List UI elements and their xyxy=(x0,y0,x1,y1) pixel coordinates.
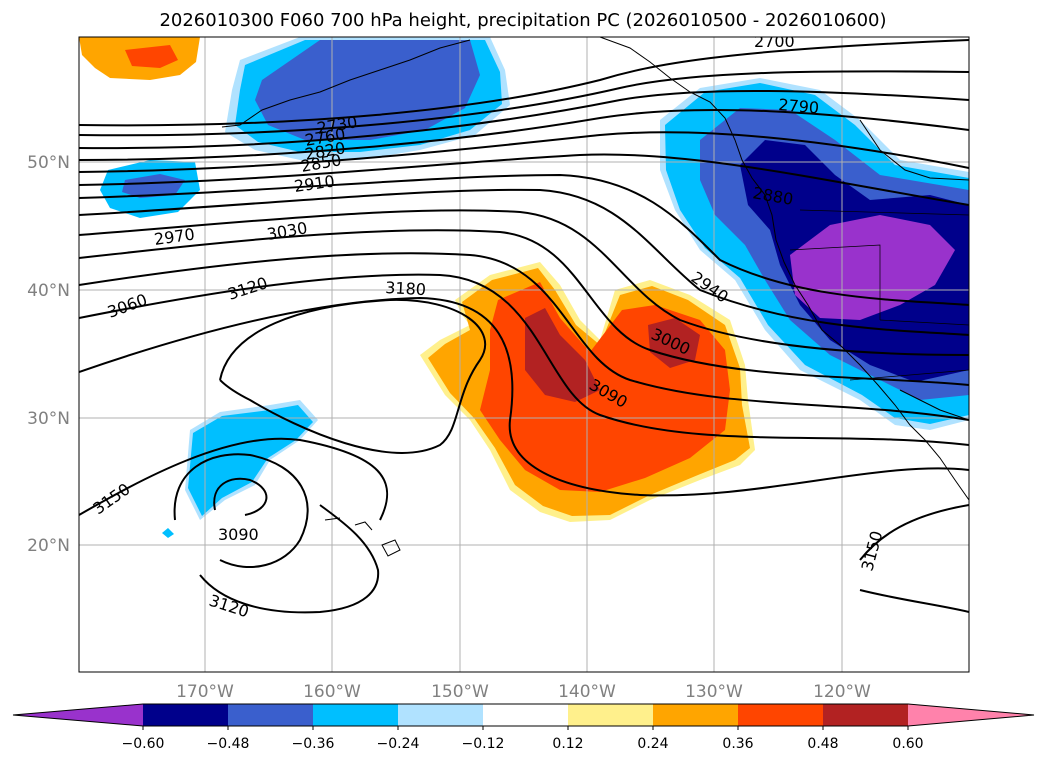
contour-labels: 2700 2790 2730 2760 2820 2850 2880 2910 … xyxy=(89,32,886,621)
colorbar-tick-label: 0.36 xyxy=(722,736,753,752)
graticule xyxy=(79,37,969,672)
colorbar-tick-label: −0.36 xyxy=(292,736,335,752)
lat-label: 20°N xyxy=(27,536,70,556)
colorbar-extend-right xyxy=(908,704,1034,726)
longitude-labels: 170°W 160°W 150°W 140°W 130°W 120°W xyxy=(176,682,871,702)
colorbar-swatch xyxy=(398,704,483,726)
colorbar-swatch xyxy=(823,704,908,726)
height-contours xyxy=(79,39,969,614)
colorbar-tick-label: −0.48 xyxy=(207,736,250,752)
precip-patch-subtrop-darkred-b xyxy=(648,318,700,368)
map-title: 2026010300 F060 700 hPa height, precipit… xyxy=(159,10,886,31)
precip-patch-subtrop-darkred-a xyxy=(525,308,600,402)
colorbar-tick-label: 0.12 xyxy=(552,736,583,752)
colorbar-tick-label: 0.24 xyxy=(637,736,668,752)
plot-frame xyxy=(78,36,970,673)
contour-label: 2790 xyxy=(778,95,820,117)
lon-label: 140°W xyxy=(558,682,616,702)
colorbar-swatch xyxy=(568,704,653,726)
lon-label: 170°W xyxy=(176,682,234,702)
colorbar-tick-label: −0.24 xyxy=(377,736,420,752)
colorbar-swatch xyxy=(483,704,568,726)
latitude-labels: 50°N 40°N 30°N 20°N xyxy=(27,153,70,556)
precip-patch-west-blue xyxy=(122,174,185,198)
lat-label: 50°N xyxy=(27,153,70,173)
colorbar-tick-label: 0.48 xyxy=(807,736,838,752)
lat-label: 40°N xyxy=(27,281,70,301)
colorbar-swatch xyxy=(653,704,738,726)
lon-label: 120°W xyxy=(813,682,871,702)
colorbar-swatch xyxy=(738,704,823,726)
colorbar-swatch xyxy=(313,704,398,726)
colorbar-tick-label: −0.12 xyxy=(462,736,505,752)
lat-label: 30°N xyxy=(27,409,70,429)
colorbar-swatch xyxy=(143,704,228,726)
precip-patch-hawaii-dot xyxy=(162,528,174,538)
colorbar-tick-label: −0.60 xyxy=(122,736,165,752)
colorbar-extend-left xyxy=(13,704,143,726)
colorbar: −0.60 −0.48 −0.36 −0.24 −0.12 0.12 0.24 0.36 0.4… xyxy=(12,703,1035,752)
precip-patch-nw-core xyxy=(125,45,178,68)
contour-label: 3180 xyxy=(385,278,427,299)
contour-label: 3090 xyxy=(218,525,259,544)
contour-label: 2700 xyxy=(754,32,795,51)
colorbar-tick-label: 0.60 xyxy=(892,736,923,752)
colorbar-swatch xyxy=(228,704,313,726)
lon-label: 130°W xyxy=(685,682,743,702)
lon-label: 150°W xyxy=(431,682,489,702)
coastlines xyxy=(221,37,969,557)
precip-patch-alaska-blue xyxy=(255,40,480,140)
lon-label: 160°W xyxy=(303,682,361,702)
